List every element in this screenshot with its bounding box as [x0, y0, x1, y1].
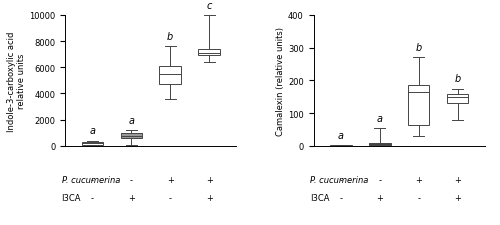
Text: +: + — [376, 193, 383, 202]
PathPatch shape — [369, 143, 390, 146]
Text: -: - — [340, 175, 342, 184]
Text: +: + — [454, 175, 461, 184]
Text: +: + — [167, 175, 173, 184]
Text: a: a — [338, 130, 344, 140]
PathPatch shape — [198, 50, 220, 56]
Text: b: b — [416, 43, 422, 53]
Text: P. cucumerina: P. cucumerina — [62, 175, 120, 184]
Text: b: b — [167, 32, 173, 42]
Text: b: b — [454, 74, 461, 84]
PathPatch shape — [408, 86, 430, 125]
Text: c: c — [206, 1, 212, 11]
Text: -: - — [418, 193, 420, 202]
Text: -: - — [340, 193, 342, 202]
Text: +: + — [416, 175, 422, 184]
Text: +: + — [206, 193, 212, 202]
Text: -: - — [130, 175, 132, 184]
Y-axis label: Indole-3-carboxylic acid
relative units: Indole-3-carboxylic acid relative units — [7, 31, 26, 131]
PathPatch shape — [447, 95, 468, 104]
Text: -: - — [378, 175, 382, 184]
Text: -: - — [91, 193, 94, 202]
Text: +: + — [454, 193, 461, 202]
PathPatch shape — [160, 67, 181, 85]
Text: -: - — [91, 175, 94, 184]
Text: +: + — [206, 175, 212, 184]
Text: P. cucumerina: P. cucumerina — [310, 175, 368, 184]
Text: -: - — [168, 193, 172, 202]
Y-axis label: Camalexin (relative units): Camalexin (relative units) — [276, 27, 285, 135]
Text: +: + — [128, 193, 134, 202]
Text: a: a — [90, 126, 96, 136]
Text: I3CA: I3CA — [310, 193, 330, 202]
Text: I3CA: I3CA — [62, 193, 81, 202]
Text: a: a — [128, 115, 134, 125]
Text: a: a — [377, 113, 383, 123]
PathPatch shape — [82, 142, 103, 145]
PathPatch shape — [120, 133, 142, 139]
